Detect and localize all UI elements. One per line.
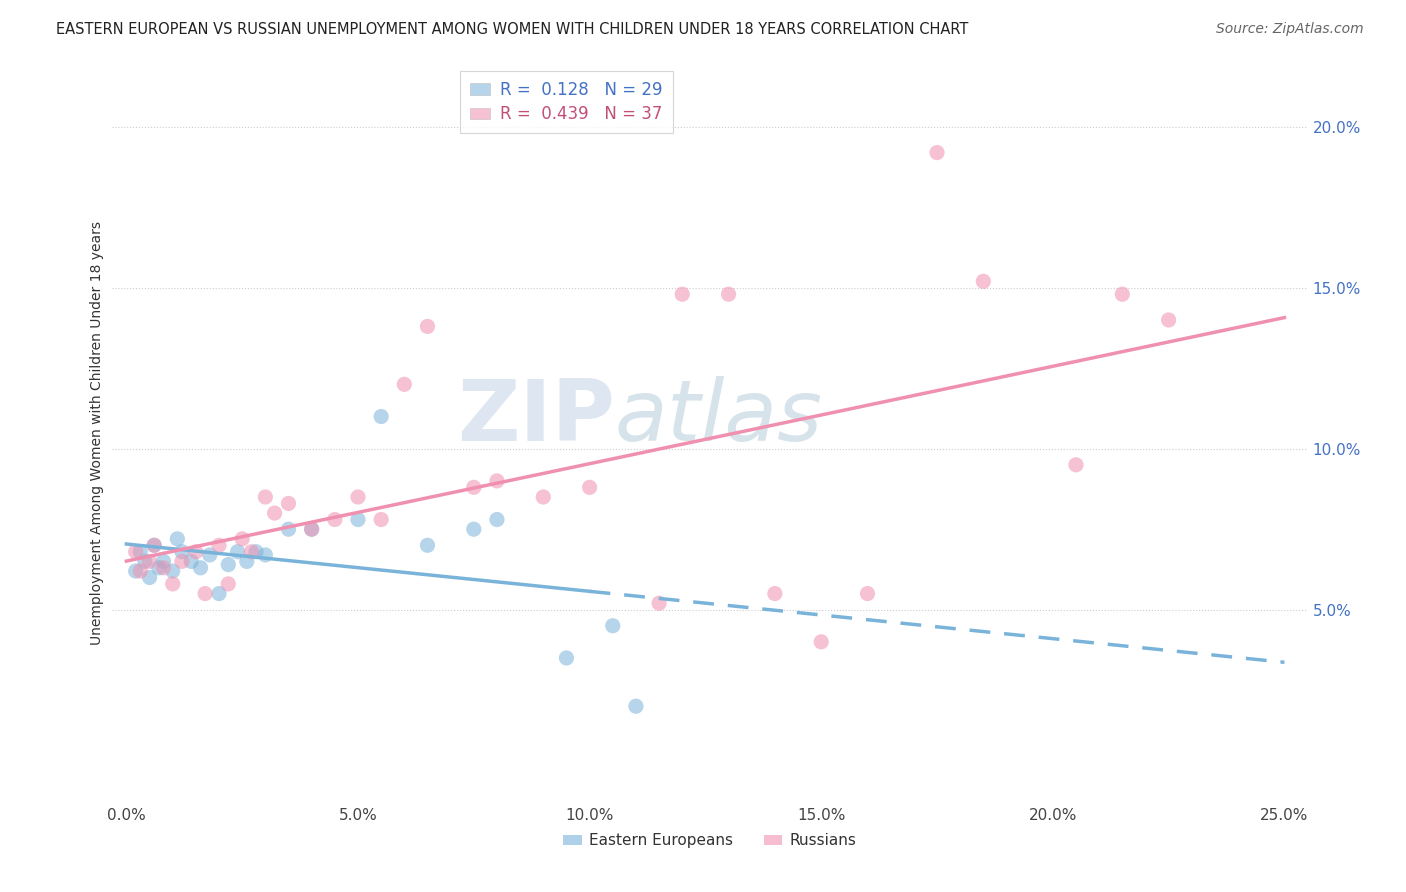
Point (143, 538, 166, 552)
Point (152, 561, 174, 575)
Point (394, 377, 416, 392)
Point (856, 586, 879, 600)
Point (138, 554, 160, 568)
Point (323, 512, 346, 526)
Point (170, 545, 193, 559)
Point (143, 538, 166, 552)
Point (301, 522, 323, 536)
Point (277, 522, 299, 536)
Point (129, 545, 152, 559)
Point (347, 490, 370, 504)
Point (245, 545, 267, 559)
Point (972, 274, 994, 288)
Point (925, 145, 948, 160)
Point (463, 480, 485, 494)
Point (648, 596, 671, 610)
Point (162, 577, 184, 591)
Point (555, 651, 578, 665)
Point (190, 561, 212, 575)
Point (1157, 313, 1180, 327)
Point (124, 564, 146, 578)
Point (624, 699, 647, 714)
Point (485, 512, 508, 526)
Point (194, 586, 217, 600)
Point (463, 522, 485, 536)
Legend: R =  0.128   N = 29, R =  0.439   N = 37: R = 0.128 N = 29, R = 0.439 N = 37 (460, 70, 673, 134)
Point (416, 538, 439, 552)
Point (184, 545, 207, 559)
Point (180, 554, 202, 568)
Point (254, 490, 277, 504)
Point (170, 554, 193, 568)
Text: atlas: atlas (614, 376, 823, 459)
Point (226, 545, 249, 559)
Point (347, 512, 370, 526)
Point (231, 532, 253, 546)
Point (416, 319, 439, 334)
Point (152, 554, 174, 568)
Text: ZIP: ZIP (457, 376, 614, 459)
Text: EASTERN EUROPEAN VS RUSSIAN UNEMPLOYMENT AMONG WOMEN WITH CHILDREN UNDER 18 YEAR: EASTERN EUROPEAN VS RUSSIAN UNEMPLOYMENT… (56, 22, 969, 37)
Point (301, 522, 323, 536)
Point (138, 570, 160, 584)
Point (217, 577, 239, 591)
Point (124, 545, 146, 559)
Point (129, 564, 152, 578)
Text: Source: ZipAtlas.com: Source: ZipAtlas.com (1216, 22, 1364, 37)
Point (166, 532, 188, 546)
Point (370, 409, 392, 424)
Point (240, 545, 263, 559)
Point (236, 554, 259, 568)
Point (810, 635, 832, 649)
Point (1064, 458, 1087, 472)
Y-axis label: Unemployment Among Women with Children Under 18 years: Unemployment Among Women with Children U… (90, 220, 104, 645)
Point (485, 474, 508, 488)
Point (277, 496, 299, 510)
Point (198, 548, 221, 562)
Point (578, 480, 600, 494)
Point (671, 287, 693, 301)
Point (148, 561, 170, 575)
Point (208, 538, 231, 552)
Point (263, 506, 285, 520)
Point (531, 490, 554, 504)
Point (217, 558, 239, 572)
Point (602, 619, 624, 633)
Point (717, 287, 740, 301)
Point (763, 586, 786, 600)
Point (254, 548, 277, 562)
Point (134, 554, 156, 568)
Point (162, 564, 184, 578)
Point (208, 586, 231, 600)
Point (1111, 287, 1133, 301)
Point (370, 512, 392, 526)
